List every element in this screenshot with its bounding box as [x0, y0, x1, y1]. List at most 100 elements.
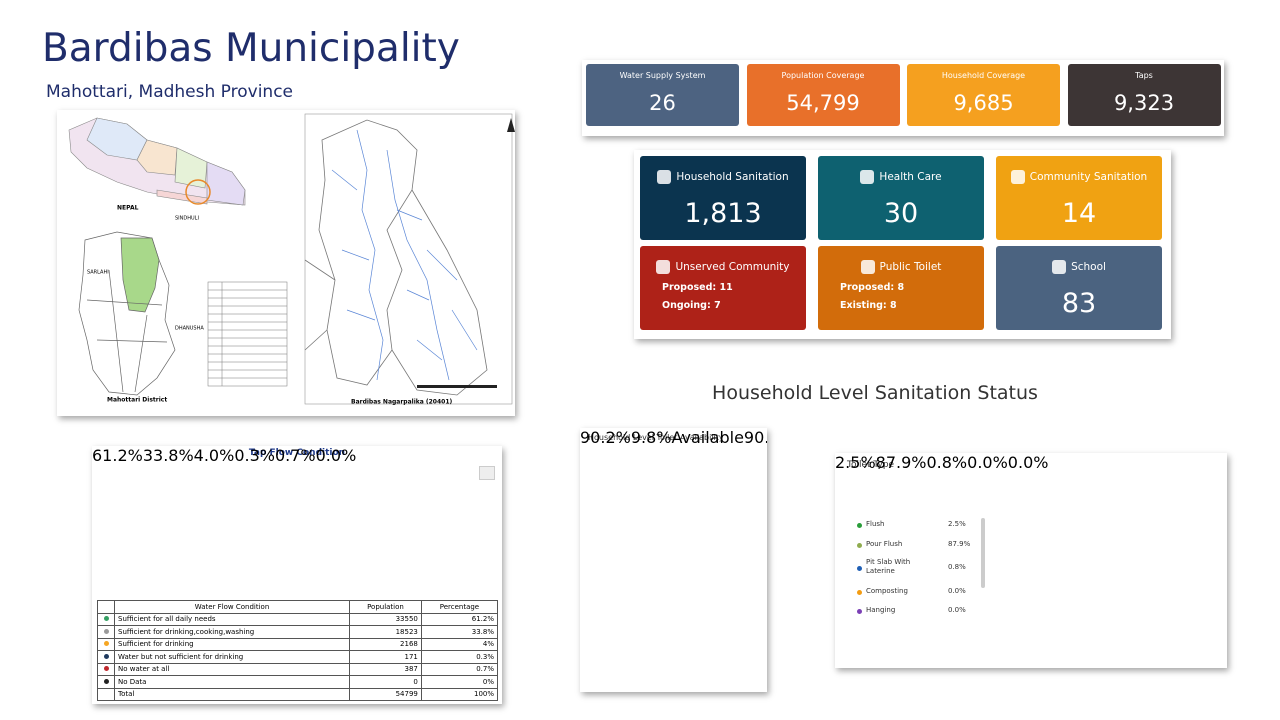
- table-dot-cell: [97, 687, 115, 701]
- kpi-label: Water Supply System: [619, 71, 706, 80]
- card-line: Proposed: 8: [840, 282, 905, 293]
- table-row: Water but not sufficient for drinking 171…: [97, 650, 499, 664]
- chart-title: Toilet Type: [847, 460, 895, 470]
- legend-label: Available: [671, 428, 744, 447]
- menu-button[interactable]: [479, 466, 495, 480]
- table-row: No water at all 387 0.7%: [97, 662, 499, 676]
- kpi-card: Household Coverage 9,685: [907, 64, 1060, 126]
- table-cell: 33.8%: [420, 625, 499, 639]
- kpi-card: Water Supply System 26: [586, 64, 739, 126]
- card-label: Public Toilet: [879, 261, 942, 273]
- map-caption: Mahottari District: [107, 397, 167, 404]
- legend-dot: [857, 609, 862, 614]
- legend-dot: [857, 590, 862, 595]
- kpi-value: 26: [649, 91, 676, 115]
- card-label: Health Care: [879, 171, 942, 183]
- sanitation-card: Community Sanitation 14: [996, 156, 1162, 240]
- card-icon: [656, 260, 671, 274]
- legend-dot: [103, 666, 109, 672]
- card-line: Ongoing: 7: [662, 300, 721, 311]
- kpi-label: Taps: [1135, 71, 1153, 80]
- table-cell: 0%: [420, 675, 499, 689]
- legend-value: 0.8%: [948, 563, 966, 571]
- table-row: Sufficient for drinking 2168 4%: [97, 637, 499, 651]
- chart-title: Household Level Toilet Availability: [588, 433, 724, 442]
- kpi-label: Household Coverage: [941, 71, 1026, 80]
- card-value: 83: [1061, 288, 1097, 319]
- legend-label: Hanging: [866, 606, 896, 614]
- table-cell: 33550: [349, 612, 422, 626]
- slice-label: 0.7%: [274, 446, 316, 465]
- table-cell: No Data: [113, 675, 351, 689]
- data-table: Water Flow Condition Population Percentage…: [97, 600, 499, 701]
- card-header: Public Toilet: [818, 260, 984, 274]
- table-cell: Sufficient for drinking,cooking,washing: [113, 625, 351, 639]
- map-caption: Bardibas Nagarpalika (20401): [351, 399, 453, 406]
- availability-panel: Household Level Toilet Availability 90.2…: [580, 428, 767, 692]
- chart-svg: 90.2%9.8%Available90.2%Unavailable9.8%: [580, 428, 767, 447]
- table-cell: 0: [349, 675, 422, 689]
- sanitation-card: Household Sanitation 1,813: [640, 156, 806, 240]
- table-dot-cell: [97, 675, 115, 689]
- card-label: Unserved Community: [675, 261, 790, 273]
- slice-label: 0.0%: [1007, 453, 1049, 472]
- table-row: No Data 0 0%: [97, 675, 499, 689]
- table-cell: Total: [113, 687, 351, 701]
- section-title: Household Level Sanitation Status: [712, 382, 1038, 404]
- toilet-type-panel: Toilet Type 2.5%87.9%0.8%0.0%0.0% Flush 2.…: [835, 453, 1227, 668]
- sanitation-panel: Household Sanitation 1,813 Health Care 30 Co…: [634, 150, 1171, 339]
- legend-label: Pour Flush: [866, 540, 903, 548]
- legend-label: Flush: [866, 520, 885, 528]
- table-dot-cell: [97, 650, 115, 664]
- chart-title: Tap Flow Condition: [248, 448, 346, 458]
- chart-svg: 2.5%87.9%0.8%0.0%0.0%: [835, 453, 1048, 472]
- table-header-row: Water Flow Condition Population Percentage: [97, 600, 499, 614]
- slice-label: 2.5%: [835, 453, 876, 472]
- kpi-card: Population Coverage 54,799: [746, 64, 900, 126]
- scrollbar[interactable]: [981, 518, 985, 588]
- table-row: Sufficient for all daily needs 33550 61.2%: [97, 612, 499, 626]
- kpi-card: Taps 9,323: [1067, 64, 1221, 126]
- card-label: School: [1071, 261, 1106, 273]
- map-label: NEPAL: [117, 205, 139, 212]
- map-label: SARLAHI: [87, 270, 109, 276]
- legend-value: 2.5%: [948, 520, 966, 528]
- table-cell: 4%: [420, 637, 499, 651]
- map-svg: NEPAL SINDHULI SARLAHI DHANUSHA Mahottar…: [68, 113, 515, 406]
- page-title: Bardibas Municipality: [42, 26, 460, 71]
- table-cell: 171: [349, 650, 422, 664]
- table-dot-cell: [97, 625, 115, 639]
- card-icon: [860, 260, 875, 274]
- legend-value: 87.9%: [948, 540, 971, 548]
- slice-label: 0.0%: [315, 446, 357, 465]
- table-cell: 18523: [349, 625, 422, 639]
- legend-value: 0.0%: [948, 606, 966, 614]
- card-header: Unserved Community: [640, 260, 806, 274]
- slice-label: 9.8%: [630, 428, 672, 447]
- table-cell: No water at all: [113, 662, 351, 676]
- map-image: NEPAL SINDHULI SARLAHI DHANUSHA Mahottar…: [57, 110, 515, 416]
- legend-label: Pit Slab With Laterine: [866, 558, 911, 575]
- sanitation-card: Public Toilet Proposed: 8 Existing: 8: [818, 246, 984, 330]
- card-icon: [657, 170, 672, 184]
- sanitation-card: Unserved Community Proposed: 11 Ongoing: 7: [640, 246, 806, 330]
- table-dot-cell: [97, 662, 115, 676]
- kpi-value: 9,685: [953, 91, 1014, 115]
- card-icon: [1052, 260, 1067, 274]
- table-cell: 54799: [349, 687, 422, 701]
- card-header: Health Care: [818, 170, 984, 184]
- table-header-cell: [97, 600, 115, 614]
- slice-label: 0.0%: [967, 453, 1008, 472]
- table-cell: 100%: [420, 687, 499, 701]
- table-header-cell: Water Flow Condition: [113, 600, 351, 614]
- legend-dot: [103, 641, 109, 647]
- table-header-cell: Population: [349, 600, 422, 614]
- legend-dot: [857, 543, 862, 548]
- kpi-panel: Water Supply System 26 Population Coverage…: [582, 60, 1224, 136]
- slice-label: 87.9%: [875, 453, 927, 472]
- legend-dot: [857, 523, 862, 528]
- table-cell: Water but not sufficient for drinking: [113, 650, 351, 664]
- map-label: SINDHULI: [175, 216, 199, 222]
- card-line: Existing: 8: [840, 300, 897, 311]
